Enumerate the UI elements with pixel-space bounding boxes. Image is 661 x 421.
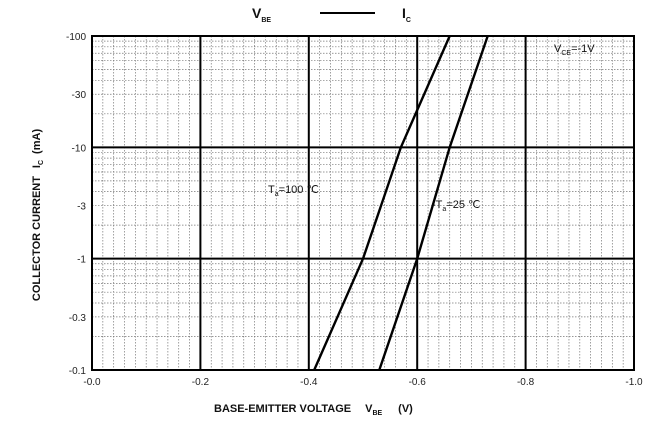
y-tick-label: -3 <box>77 202 86 213</box>
x-tick-label: -0.2 <box>192 377 210 388</box>
chart-title-right: IC <box>402 5 411 24</box>
series-label-25c: -Ta=25 ℃ <box>432 199 480 213</box>
chart-title: VBE <box>252 5 271 24</box>
y-tick-label: -0.1 <box>69 366 87 377</box>
series-line-25c <box>378 35 489 371</box>
y-tick-label: -1 <box>77 255 86 266</box>
x-tick-labels: -0.0 -0.2 -0.4 -0.6 -0.8 -1.0 <box>83 377 643 388</box>
y-tick-label: -100 <box>66 32 86 43</box>
x-tick-label: -0.4 <box>300 377 318 388</box>
x-tick-label: -0.6 <box>409 377 427 388</box>
x-tick-label: -1.0 <box>625 377 643 388</box>
minor-grid <box>92 36 634 370</box>
y-tick-label: -10 <box>72 143 87 154</box>
y-tick-labels: -0.1 -0.3 -1 -3 -10 -30 -100 <box>66 32 86 377</box>
plot-frame <box>91 35 635 371</box>
x-tick-label: -0.0 <box>83 377 101 388</box>
series-lines <box>313 35 489 371</box>
series-label-100c: Ta=100 ℃ <box>268 184 319 198</box>
x-axis-label: BASE-EMITTER VOLTAGE VBE (V) <box>214 403 413 417</box>
y-tick-label: -30 <box>72 90 87 101</box>
y-axis-label: COLLECTOR CURRENTIC(mA) <box>31 129 45 302</box>
series-line-100c <box>313 35 451 371</box>
major-grid <box>91 36 635 371</box>
condition-label: VCE=-1V <box>554 43 595 57</box>
y-tick-label: -0.3 <box>69 313 87 324</box>
x-tick-label: -0.8 <box>517 377 535 388</box>
